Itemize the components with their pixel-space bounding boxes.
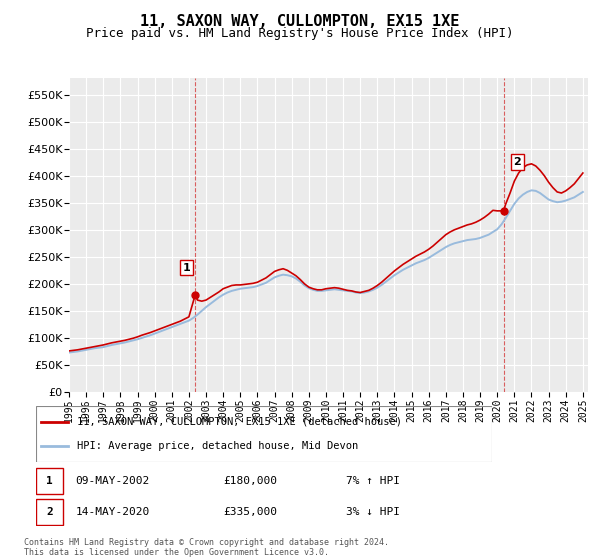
Text: 3% ↓ HPI: 3% ↓ HPI bbox=[346, 507, 400, 517]
FancyBboxPatch shape bbox=[36, 499, 63, 525]
FancyBboxPatch shape bbox=[36, 468, 63, 494]
Text: 7% ↑ HPI: 7% ↑ HPI bbox=[346, 476, 400, 486]
Text: Price paid vs. HM Land Registry's House Price Index (HPI): Price paid vs. HM Land Registry's House … bbox=[86, 27, 514, 40]
Text: 2: 2 bbox=[514, 157, 521, 167]
Text: 2: 2 bbox=[46, 507, 53, 517]
Text: £335,000: £335,000 bbox=[223, 507, 277, 517]
Text: 1: 1 bbox=[46, 476, 53, 486]
Text: 11, SAXON WAY, CULLOMPTON, EX15 1XE (detached house): 11, SAXON WAY, CULLOMPTON, EX15 1XE (det… bbox=[77, 417, 402, 427]
Text: 09-MAY-2002: 09-MAY-2002 bbox=[76, 476, 149, 486]
Text: HPI: Average price, detached house, Mid Devon: HPI: Average price, detached house, Mid … bbox=[77, 441, 358, 451]
Text: 14-MAY-2020: 14-MAY-2020 bbox=[76, 507, 149, 517]
Text: 1: 1 bbox=[183, 263, 191, 273]
Text: £180,000: £180,000 bbox=[223, 476, 277, 486]
Text: 11, SAXON WAY, CULLOMPTON, EX15 1XE: 11, SAXON WAY, CULLOMPTON, EX15 1XE bbox=[140, 14, 460, 29]
Text: Contains HM Land Registry data © Crown copyright and database right 2024.
This d: Contains HM Land Registry data © Crown c… bbox=[24, 538, 389, 557]
